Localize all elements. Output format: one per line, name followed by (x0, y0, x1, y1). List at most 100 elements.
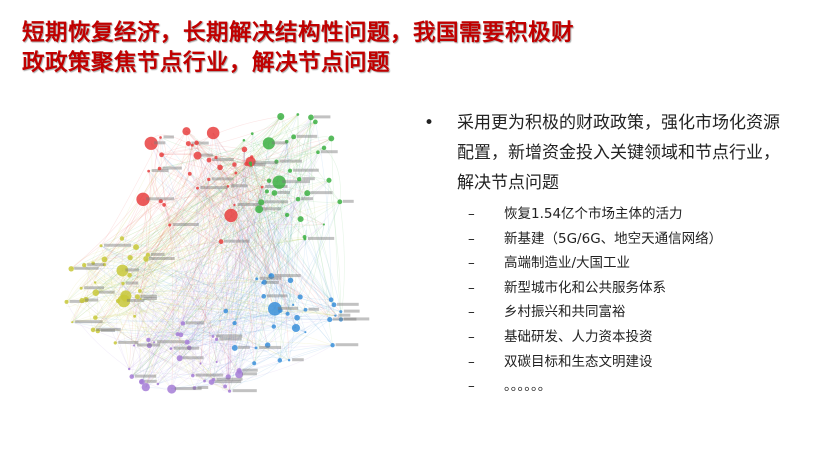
sub-bullet-text: 新基建（5G/6G、地空天通信网络） (504, 230, 723, 247)
network-edge (268, 180, 335, 306)
network-node (232, 162, 237, 167)
network-node (196, 186, 199, 190)
network-edge (145, 258, 184, 324)
network-edge (140, 173, 191, 300)
network-edge (81, 238, 305, 289)
node-label-glyph (195, 373, 224, 377)
node-label-glyph (212, 158, 234, 162)
network-edge (279, 319, 330, 361)
network-edge (192, 215, 232, 376)
network-edge (187, 322, 235, 343)
network-edge (145, 258, 306, 333)
network-edge (234, 164, 335, 306)
network-edge (268, 121, 316, 181)
node-label-glyph (293, 168, 319, 172)
network-edge (197, 188, 230, 392)
network-edge (85, 191, 268, 300)
dash-marker: – (468, 353, 475, 370)
node-label-glyph (237, 345, 250, 349)
network-edge (171, 117, 312, 390)
network-node (255, 205, 264, 214)
network-edge (139, 290, 214, 337)
node-label-glyph (259, 345, 282, 349)
network-edge (160, 137, 227, 312)
network-edge (224, 215, 237, 387)
network-edge (285, 331, 306, 361)
network-edge (255, 309, 306, 349)
network-edge (186, 180, 330, 343)
network-edge (197, 147, 325, 189)
network-edge (142, 199, 324, 226)
network-node (328, 297, 334, 303)
network-node (116, 264, 129, 277)
node-label-glyph (150, 252, 165, 256)
network-edge (125, 172, 237, 297)
network-edge (280, 116, 331, 320)
network-edge (219, 121, 316, 168)
network-node (264, 189, 269, 194)
network-edge (197, 187, 272, 277)
network-edge (147, 156, 252, 256)
network-edge (268, 143, 294, 306)
network-node (146, 337, 151, 343)
network-edge (122, 270, 214, 380)
network-edge (192, 344, 268, 376)
network-edge (148, 282, 263, 341)
network-edge (139, 121, 316, 292)
network-edge (104, 138, 332, 260)
network-edge (145, 165, 252, 388)
network-edge (250, 161, 288, 314)
network-edge (81, 300, 230, 392)
network-edge (220, 165, 252, 242)
network-edge (133, 186, 229, 346)
network-edge (149, 160, 210, 346)
network-edge (230, 215, 330, 320)
network-edge (163, 149, 245, 206)
node-label-glyph (157, 340, 185, 344)
network-edge (268, 180, 282, 361)
network-edge (229, 147, 325, 392)
node-label-glyph (137, 343, 161, 347)
network-edge (339, 201, 345, 320)
network-edge (94, 282, 172, 349)
network-edge (147, 140, 245, 256)
network-node (330, 343, 335, 348)
network-edge (117, 161, 251, 302)
network-node (129, 374, 135, 379)
network-edge (95, 201, 340, 293)
network-edge (177, 186, 229, 335)
node-label-glyph (87, 263, 105, 267)
network-edge (125, 295, 214, 380)
network-edge (216, 344, 333, 363)
network-edge (141, 163, 247, 382)
network-edge (279, 280, 291, 361)
network-edge (115, 179, 210, 344)
network-edge (157, 347, 257, 385)
network-edge (71, 131, 187, 270)
network-edge (235, 138, 332, 174)
node-label-glyph (337, 302, 359, 306)
node-label-glyph (69, 299, 84, 303)
network-edge (192, 370, 240, 377)
sub-bullet-item: – 高端制造业/大国工业 (420, 251, 820, 276)
network-edge (100, 245, 264, 297)
network-node (147, 169, 151, 173)
node-label-glyph (307, 236, 335, 240)
node-label-glyph (215, 334, 243, 338)
network-edge (145, 186, 263, 388)
network-edge (234, 322, 243, 371)
network-node (215, 360, 218, 364)
network-edge (71, 198, 299, 270)
network-edge (194, 186, 263, 389)
network-edge (72, 308, 288, 323)
network-edge (196, 142, 255, 364)
network-edge (148, 339, 240, 371)
node-label-glyph (296, 134, 318, 138)
network-edge (71, 179, 209, 270)
network-edge (189, 173, 298, 318)
network-edge (100, 245, 280, 361)
node-label-glyph (274, 274, 301, 278)
network-edge (137, 296, 290, 361)
network-node (291, 134, 297, 140)
node-label-glyph (191, 141, 209, 145)
